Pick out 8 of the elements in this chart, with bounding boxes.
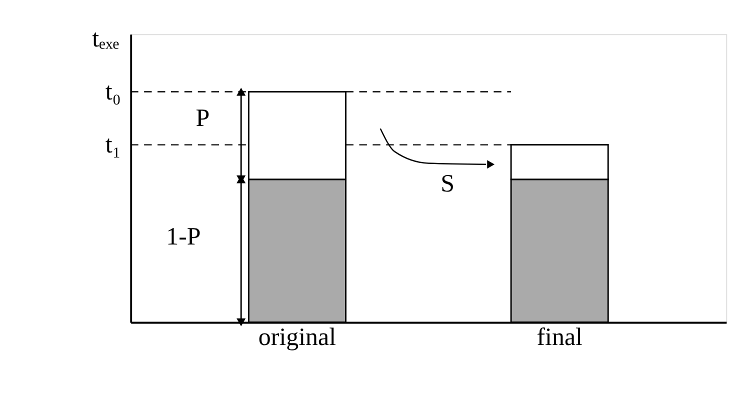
ref-line-label: t₀ — [105, 78, 122, 106]
ref-line-label: t₁ — [105, 131, 122, 158]
x-tick-label: original — [258, 324, 336, 351]
y-axis-title: tₑₓₑ — [92, 26, 120, 53]
annotation: P — [196, 104, 210, 132]
x-tick-label: final — [536, 324, 583, 351]
annotation: S — [440, 170, 455, 198]
annotation: 1-P — [166, 224, 201, 251]
